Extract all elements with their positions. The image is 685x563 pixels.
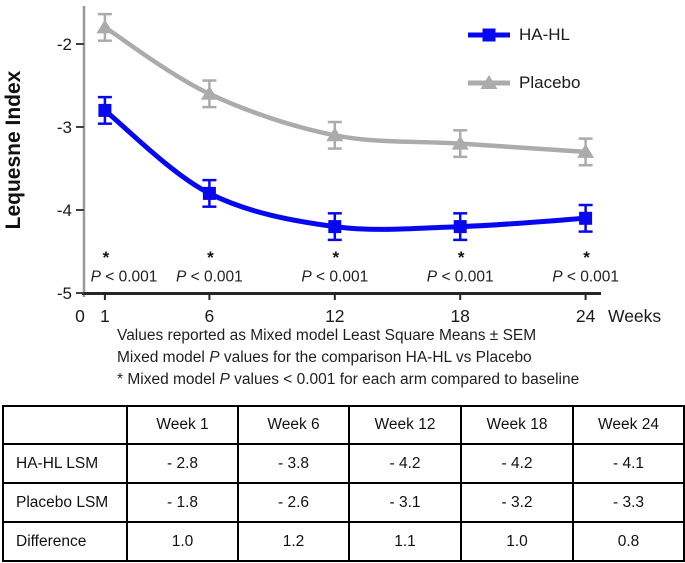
table-header-cell: Week 12 bbox=[348, 405, 462, 445]
table-row-label: Difference bbox=[2, 521, 128, 562]
placebo-marker bbox=[326, 127, 344, 142]
legend-item-ha-hl: HA-HL bbox=[468, 25, 571, 44]
ha-hl-marker bbox=[579, 211, 593, 225]
table-value-cell: - 4.2 bbox=[460, 443, 574, 484]
table-value-cell: 1.0 bbox=[126, 521, 239, 562]
table-header-cell: Week 24 bbox=[572, 405, 685, 445]
table-corner-cell bbox=[2, 405, 128, 445]
p-value-label: P < 0.001 bbox=[552, 269, 619, 286]
y-tick-label: -2 bbox=[57, 35, 72, 54]
x-tick-label: 24 bbox=[576, 306, 596, 326]
x-tick-label: 18 bbox=[450, 306, 469, 326]
x-axis-unit-label: Weeks bbox=[608, 306, 661, 326]
summary-table-body: HA-HL LSM - 2.8- 3.8- 4.2- 4.2- 4.1 Placeb… bbox=[2, 443, 685, 562]
legend-marker bbox=[480, 75, 498, 89]
table-value-cell: - 3.2 bbox=[460, 482, 574, 523]
legend-label-ha-hl: HA-HL bbox=[519, 25, 571, 44]
legend-item-placebo: Placebo bbox=[468, 73, 581, 92]
footnote-segment: Mixed model bbox=[117, 349, 210, 366]
table-value-cell: - 3.3 bbox=[572, 482, 685, 523]
significance-star: * bbox=[458, 248, 465, 267]
summary-table-header: Week 1 Week 6 Week 12 Week 18 Week 24 bbox=[2, 405, 685, 445]
legend-label-placebo: Placebo bbox=[519, 73, 581, 92]
footnote-segment: values for the comparison HA-HL vs Place… bbox=[219, 349, 532, 366]
table-value-cell: - 3.1 bbox=[348, 482, 462, 523]
table-row: Placebo LSM - 1.8- 2.6- 3.1- 3.2- 3.3 bbox=[2, 482, 685, 523]
ha-hl-marker bbox=[328, 220, 342, 234]
placebo-marker bbox=[96, 19, 114, 34]
table-value-cell: - 2.6 bbox=[237, 482, 350, 523]
p-value-label: P < 0.001 bbox=[427, 269, 494, 286]
table-row-label: Placebo LSM bbox=[2, 482, 128, 523]
y-tick-label: -5 bbox=[57, 284, 72, 303]
y-tick-label: -4 bbox=[57, 201, 72, 220]
footnote-italic-segment: P bbox=[209, 349, 220, 366]
table-row-label: HA-HL LSM bbox=[2, 443, 128, 484]
footnote-line-3: * Mixed model P values < 0.001 for each … bbox=[117, 369, 579, 391]
footnote-italic-segment: P bbox=[219, 371, 230, 388]
p-value-label: P < 0.001 bbox=[91, 269, 158, 286]
table-value-cell: 1.2 bbox=[237, 521, 350, 562]
significance-star: * bbox=[583, 248, 590, 267]
p-value-label: P < 0.001 bbox=[176, 269, 243, 286]
y-tick-label: -3 bbox=[57, 118, 72, 137]
table-value-cell: 0.8 bbox=[572, 521, 685, 562]
ha-hl-marker bbox=[453, 220, 467, 234]
ha-hl-marker bbox=[98, 103, 112, 117]
table-value-cell: 1.0 bbox=[460, 521, 574, 562]
significance-star: * bbox=[332, 248, 339, 267]
ha-hl-line bbox=[102, 107, 589, 232]
y-axis-title: Lequesne Index bbox=[2, 70, 25, 229]
significance-star: * bbox=[103, 248, 110, 267]
placebo-marker bbox=[200, 85, 218, 100]
x-tick-label: 6 bbox=[205, 306, 215, 326]
footnote-line-1: Values reported as Mixed model Least Squ… bbox=[117, 325, 579, 347]
summary-table: Week 1 Week 6 Week 12 Week 18 Week 24 HA-HL … bbox=[2, 405, 685, 562]
ha-hl-legend-sample-icon bbox=[468, 28, 510, 42]
table-header-cell: Week 6 bbox=[237, 405, 350, 445]
table-value-cell: - 3.8 bbox=[237, 443, 350, 484]
footnote-segment: * Mixed model bbox=[117, 371, 220, 388]
table-row: HA-HL LSM - 2.8- 3.8- 4.2- 4.2- 4.1 bbox=[2, 443, 685, 484]
table-value-cell: - 1.8 bbox=[126, 482, 239, 523]
x-tick-label: 12 bbox=[325, 306, 344, 326]
lequesne-index-chart: -2 -3 -4 -50 1 6 12 18 24 * P < 0.001 * P < 0.001 * P … bbox=[2, 6, 661, 326]
placebo-marker bbox=[577, 143, 595, 158]
x-tick-label: 0 bbox=[75, 306, 85, 326]
footnote-line-2: Mixed model P values for the comparison … bbox=[117, 347, 579, 369]
table-row: Difference 1.0 1.2 1.1 1.0 0.8 bbox=[2, 521, 685, 562]
figure-footnotes: Values reported as Mixed model Least Squ… bbox=[117, 325, 579, 391]
ha-hl-marker bbox=[202, 186, 216, 200]
legend-marker bbox=[482, 28, 496, 42]
table-value-cell: - 4.2 bbox=[348, 443, 462, 484]
table-header-cell: Week 18 bbox=[460, 405, 574, 445]
p-value-label: P < 0.001 bbox=[301, 269, 368, 286]
footnote-segment: Values reported as Mixed model Least Squ… bbox=[117, 327, 537, 344]
table-header-cell: Week 1 bbox=[126, 405, 239, 445]
table-value-cell: - 4.1 bbox=[572, 443, 685, 484]
footnote-segment: values < 0.001 for each arm compared to … bbox=[229, 371, 580, 388]
x-tick-label: 1 bbox=[100, 306, 110, 326]
table-value-cell: - 2.8 bbox=[126, 443, 239, 484]
significance-star: * bbox=[207, 248, 214, 267]
placebo-marker bbox=[451, 135, 469, 150]
table-value-cell: 1.1 bbox=[348, 521, 462, 562]
placebo-legend-sample-icon bbox=[468, 75, 510, 89]
